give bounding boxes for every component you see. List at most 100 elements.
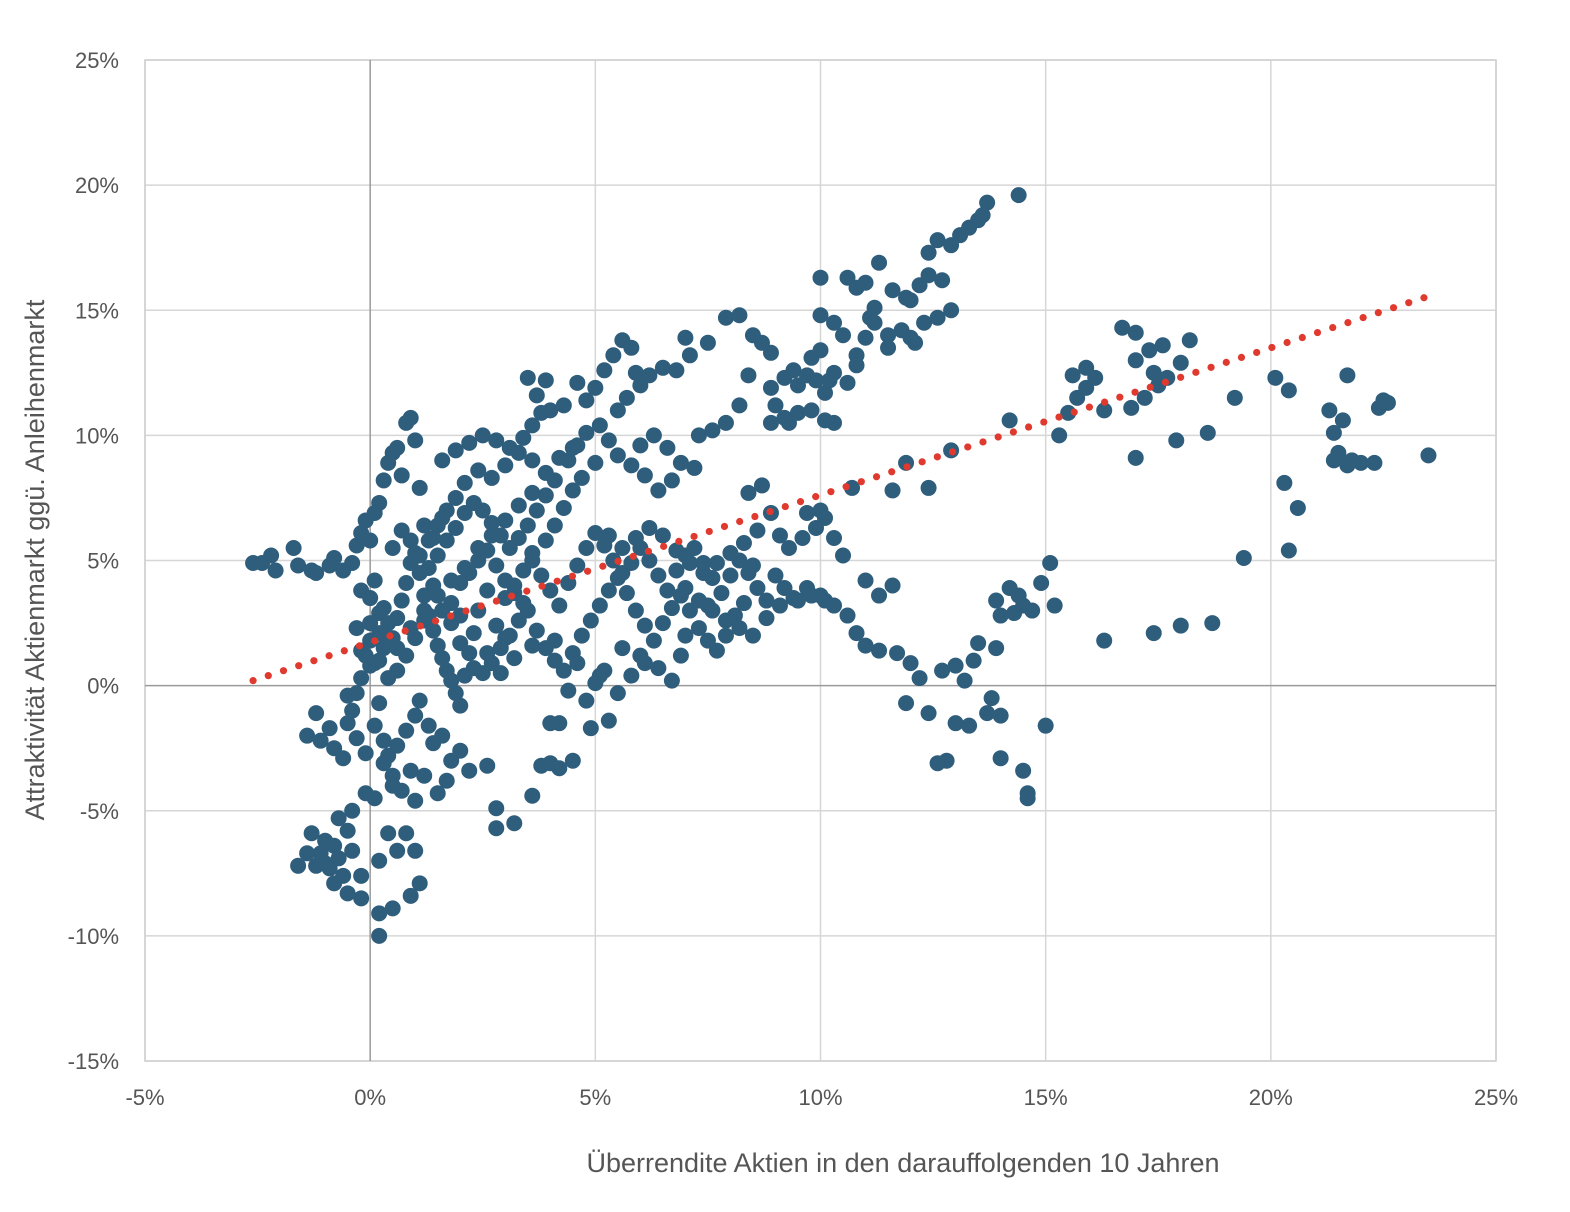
data-point [488, 432, 505, 449]
data-point [758, 610, 775, 627]
data-point [600, 432, 617, 449]
data-point [510, 497, 527, 514]
trend-dot [310, 657, 318, 665]
data-point [447, 519, 464, 536]
data-point [1046, 597, 1063, 614]
data-point [650, 567, 667, 584]
data-point [618, 389, 635, 406]
trend-dot [462, 607, 470, 615]
trend-dot [720, 522, 729, 531]
trend-dot [705, 527, 713, 536]
y-tick-label: 25% [75, 48, 119, 73]
data-point [803, 402, 820, 419]
data-point [533, 567, 550, 584]
trend-dot [447, 612, 455, 620]
data-point [474, 427, 491, 444]
data-point [884, 282, 901, 299]
y-tick-label: 0% [87, 674, 119, 699]
data-point [312, 845, 329, 862]
data-point [600, 712, 617, 729]
trend-dot [964, 443, 972, 451]
data-point [871, 642, 888, 659]
data-point [438, 772, 455, 789]
data-point [632, 539, 649, 556]
data-point [771, 527, 788, 544]
data-point [1352, 454, 1369, 471]
data-point [1064, 367, 1081, 384]
data-point [920, 267, 937, 284]
data-point [970, 635, 987, 652]
data-point [798, 504, 815, 521]
data-point [564, 439, 581, 456]
trend-dot [371, 637, 379, 645]
data-point [677, 329, 694, 346]
data-point [384, 539, 401, 556]
data-point [308, 705, 325, 722]
trend-dot [948, 448, 957, 456]
data-point [569, 655, 586, 672]
data-point [411, 479, 428, 496]
data-point [780, 539, 797, 556]
data-point [389, 737, 406, 754]
data-point [461, 434, 478, 451]
data-point [474, 502, 491, 519]
data-point [290, 857, 307, 874]
trend-dot [690, 532, 698, 541]
data-point [339, 715, 356, 732]
data-point [690, 427, 707, 444]
data-point [839, 374, 856, 391]
data-point [488, 800, 505, 817]
data-point [627, 602, 644, 619]
data-point [1339, 367, 1356, 384]
data-point [848, 625, 865, 642]
data-point [348, 620, 365, 637]
data-point [992, 750, 1009, 767]
data-point [740, 484, 757, 501]
data-point [515, 429, 532, 446]
data-point [587, 454, 604, 471]
data-point [1033, 575, 1050, 592]
data-point [659, 439, 676, 456]
data-point [663, 472, 680, 489]
data-point [479, 582, 496, 599]
data-point [636, 467, 653, 484]
data-point [780, 414, 797, 431]
data-point [524, 484, 541, 501]
data-point [308, 565, 325, 582]
data-point [371, 494, 388, 511]
data-point [1136, 389, 1153, 406]
trend-dot [766, 507, 774, 516]
data-point [686, 539, 703, 556]
data-point [632, 437, 649, 454]
data-point [1168, 432, 1185, 449]
data-point [979, 194, 996, 211]
y-axis-ticks: -15% -10% -5% 0% 5% 10% 15% 20% 25% [68, 48, 119, 1074]
data-point [623, 339, 640, 356]
data-point [654, 615, 671, 632]
trend-dot [1192, 368, 1200, 376]
data-point [582, 720, 599, 737]
data-point [1172, 617, 1189, 634]
data-point [587, 379, 604, 396]
data-point [357, 785, 374, 802]
data-point [555, 662, 572, 679]
data-point [654, 359, 671, 376]
trend-dot [751, 512, 759, 521]
data-point [362, 657, 379, 674]
data-point [438, 502, 455, 519]
data-point [510, 444, 527, 461]
data-point [600, 582, 617, 599]
data-point [1181, 332, 1198, 349]
x-axis-title: Überrendite Aktien in den darauffolgende… [587, 1148, 1220, 1178]
data-point [375, 472, 392, 489]
data-point [524, 417, 541, 434]
data-point [407, 432, 424, 449]
data-point [596, 362, 613, 379]
plot-frame [144, 59, 1497, 1062]
trend-dot [903, 463, 911, 471]
data-point [857, 329, 874, 346]
data-point [326, 549, 343, 566]
trend-dot [1222, 358, 1230, 366]
data-point [1078, 359, 1095, 376]
data-point [690, 620, 707, 637]
